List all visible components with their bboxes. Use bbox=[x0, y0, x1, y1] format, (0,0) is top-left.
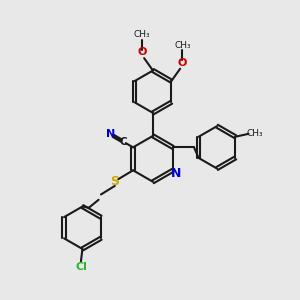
Text: N: N bbox=[171, 167, 182, 180]
Text: CH₃: CH₃ bbox=[174, 41, 191, 50]
Text: O: O bbox=[137, 47, 146, 57]
Text: CH₃: CH₃ bbox=[246, 129, 263, 138]
Text: O: O bbox=[178, 58, 187, 68]
Text: N: N bbox=[106, 129, 116, 140]
Text: Cl: Cl bbox=[75, 262, 87, 272]
Text: C: C bbox=[119, 136, 127, 146]
Text: S: S bbox=[110, 175, 119, 188]
Text: CH₃: CH₃ bbox=[134, 30, 150, 39]
